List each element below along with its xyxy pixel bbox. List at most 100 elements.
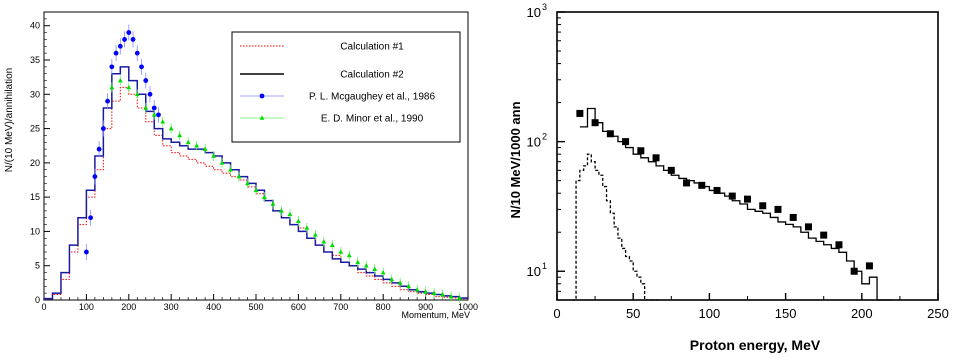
data-point-minor — [414, 287, 420, 292]
data-point-minor — [296, 218, 301, 223]
data-point-minor — [440, 291, 445, 297]
data-point-minor — [228, 167, 233, 172]
y-tick-label: 10 — [30, 226, 40, 236]
y-axis-label: N/(10 MeV)/annihilation — [4, 68, 15, 173]
x-tick-label: 100 — [699, 306, 721, 321]
data-point-minor — [160, 119, 166, 124]
legend-label: P. L. Mcgaughey et al., 1986 — [309, 92, 435, 103]
data-point-minor — [406, 283, 412, 289]
data-point-mcgaughey — [156, 112, 161, 118]
momentum-chart: N/(10 MeV)/annihilation Momentum, MeV 0 1… — [4, 11, 478, 320]
legend-label: Calculation #2 — [340, 70, 404, 81]
data-point-square — [744, 195, 751, 203]
data-point-minor — [329, 242, 335, 247]
x-tick-label: 100 — [79, 302, 94, 312]
data-point-mcgaughey — [143, 78, 149, 83]
y-tick-label: 0 — [35, 295, 40, 305]
legend-label: E. D. Minor et al., 1990 — [321, 114, 424, 125]
data-point-minor — [279, 208, 284, 213]
data-point-minor — [117, 77, 123, 83]
data-point-minor — [262, 194, 267, 199]
data-point-square — [576, 109, 584, 117]
x-tick-label: 1000 — [458, 302, 478, 312]
x-tick-label: 0 — [41, 302, 46, 312]
data-point-minor — [338, 249, 344, 254]
y-tick-exponent: 1 — [542, 261, 547, 271]
y-tick-label: 40 — [30, 21, 40, 31]
y-tick-label: 5 — [35, 261, 40, 271]
data-point-minor — [431, 290, 437, 295]
data-point-minor — [397, 280, 403, 285]
data-point-square — [713, 186, 721, 194]
data-point-square — [591, 119, 599, 127]
series-total-histogram — [579, 107, 893, 301]
data-point-square — [683, 179, 691, 187]
data-point-square — [850, 267, 858, 275]
data-point-minor — [151, 112, 157, 117]
y-tick-label: 10 — [527, 135, 541, 150]
data-point-square — [820, 231, 828, 239]
x-tick-label: 700 — [333, 302, 348, 312]
x-tick-label: 200 — [851, 306, 873, 321]
data-point-square — [835, 241, 843, 249]
data-point-minor — [287, 211, 293, 217]
data-point-minor — [245, 180, 250, 186]
data-point-minor — [168, 125, 174, 131]
data-point-minor — [143, 105, 149, 110]
data-point-mcgaughey — [139, 64, 144, 70]
x-tick-label: 150 — [775, 306, 797, 321]
x-tick-label: 900 — [418, 302, 433, 312]
data-point-square — [804, 223, 812, 231]
legend-box — [231, 31, 461, 143]
y-tick-exponent: 3 — [542, 2, 547, 12]
y-tick-label: 20 — [30, 158, 40, 168]
data-point-minor — [312, 232, 318, 237]
data-point-mcgaughey — [109, 64, 115, 70]
data-point-mcgaughey — [134, 50, 140, 56]
data-point-minor — [389, 276, 395, 282]
data-point-square — [622, 138, 630, 146]
x-axis-label: Proton energy, MeV — [690, 337, 821, 353]
data-point-minor — [126, 84, 132, 90]
data-point-square — [637, 147, 645, 155]
y-tick-label: 25 — [30, 124, 40, 134]
data-point-mcgaughey — [126, 30, 132, 35]
data-point-mcgaughey — [92, 174, 98, 179]
x-tick-label: 250 — [927, 306, 949, 321]
data-point-minor — [236, 173, 242, 179]
y-tick-label: 15 — [30, 192, 40, 202]
data-point-minor — [185, 139, 191, 145]
x-tick-label: 0 — [553, 306, 560, 321]
data-point-square — [774, 205, 782, 213]
y-tick-label: 10 — [527, 264, 541, 279]
data-point-minor — [346, 252, 352, 258]
data-point-mcgaughey — [84, 249, 89, 255]
data-point-minor — [423, 289, 428, 294]
data-point-minor — [321, 239, 327, 244]
legend-swatch-mcgaughey — [259, 93, 265, 99]
data-point-minor — [109, 84, 115, 90]
data-point-mcgaughey — [105, 98, 110, 104]
data-point-mcgaughey — [100, 126, 106, 131]
series-dashed-histogram — [572, 153, 660, 301]
data-point-mcgaughey — [96, 146, 102, 152]
data-point-minor — [253, 187, 259, 193]
data-point-mcgaughey — [117, 43, 123, 49]
data-point-square — [789, 213, 797, 221]
x-tick-label: 600 — [291, 302, 306, 312]
data-point-minor — [270, 201, 276, 206]
x-axis-label: Momentum, MeV — [401, 310, 470, 320]
y-tick-label: 35 — [30, 55, 40, 65]
data-point-square — [728, 192, 736, 200]
proton-energy-chart: N/10 MeV/1000 ann Proton energy, MeV 0 50… — [508, 2, 949, 353]
data-point-mcgaughey — [130, 37, 136, 42]
data-point-mcgaughey — [113, 50, 119, 56]
legend-label: Calculation #1 — [340, 42, 404, 53]
data-point-square — [652, 154, 660, 162]
y-tick-exponent: 2 — [542, 132, 547, 142]
data-point-minor — [380, 269, 386, 275]
data-point-minor — [355, 259, 361, 265]
plot-frame — [556, 11, 939, 301]
data-point-minor — [363, 263, 369, 268]
